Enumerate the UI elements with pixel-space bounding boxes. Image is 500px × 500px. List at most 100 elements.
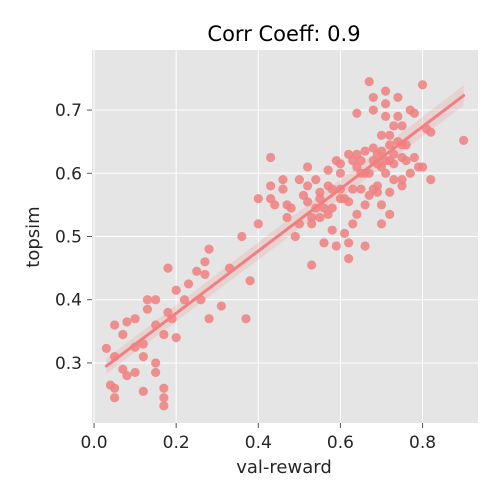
data-point <box>335 168 346 178</box>
data-point <box>183 279 194 289</box>
data-point <box>323 165 333 175</box>
data-point <box>352 108 362 118</box>
data-point <box>101 343 111 353</box>
data-point <box>368 105 378 115</box>
data-point <box>360 241 370 251</box>
data-point <box>130 367 140 378</box>
x-tick-label: 0.4 <box>245 433 272 453</box>
data-point <box>368 92 378 103</box>
data-point <box>294 175 304 185</box>
data-point <box>409 152 419 163</box>
data-point <box>327 203 337 213</box>
y-axis-label: topsim <box>23 206 44 267</box>
data-point <box>393 111 403 121</box>
data-point <box>426 127 436 137</box>
x-tick-label: 0.2 <box>163 433 190 453</box>
data-point <box>426 175 436 185</box>
data-point <box>376 200 387 210</box>
data-point <box>307 212 317 223</box>
data-point <box>270 200 280 210</box>
x-axis-ticks: 0.0 0.2 0.4 0.6 0.8 <box>81 423 436 453</box>
data-point <box>302 162 313 172</box>
data-point <box>376 146 387 156</box>
data-point <box>278 184 288 194</box>
data-point <box>118 329 128 340</box>
data-point <box>151 295 161 305</box>
data-point <box>179 295 189 305</box>
x-tick-label: 0.6 <box>327 433 354 453</box>
data-point <box>307 219 317 229</box>
data-point <box>200 257 210 267</box>
data-point <box>335 159 346 169</box>
data-point <box>409 108 419 118</box>
data-point <box>204 314 214 324</box>
data-point <box>138 352 148 362</box>
x-axis-label: val-reward <box>236 457 332 478</box>
data-point <box>159 329 169 340</box>
data-point <box>327 225 337 235</box>
data-point <box>401 156 411 166</box>
data-point <box>286 203 296 213</box>
data-point <box>200 269 210 280</box>
data-point <box>364 77 374 87</box>
data-point <box>282 212 292 223</box>
data-point <box>159 383 169 393</box>
data-point <box>339 228 350 238</box>
data-point <box>397 121 407 131</box>
data-point <box>122 317 132 327</box>
data-point <box>130 314 140 324</box>
data-point <box>389 121 399 131</box>
data-point <box>381 111 391 121</box>
data-point <box>352 149 362 159</box>
data-point <box>389 159 399 169</box>
data-point <box>319 238 329 248</box>
data-point <box>266 181 276 191</box>
data-point <box>360 146 370 156</box>
data-point <box>171 333 181 343</box>
data-point <box>192 266 202 276</box>
data-point <box>151 358 161 368</box>
data-point <box>331 241 341 251</box>
data-point <box>344 254 354 264</box>
regression-line-group <box>104 94 466 368</box>
data-point <box>266 152 276 163</box>
data-point <box>204 244 214 254</box>
data-point <box>109 383 120 393</box>
data-point <box>348 184 358 194</box>
data-point <box>417 80 428 90</box>
data-point <box>381 168 391 178</box>
data-point <box>381 99 391 109</box>
y-axis-ticks: 0.3 0.4 0.5 0.6 0.7 <box>55 101 92 374</box>
data-point <box>241 314 251 324</box>
data-point <box>109 393 120 403</box>
y-tick-label: 0.7 <box>55 101 82 121</box>
data-point <box>253 193 263 204</box>
data-point <box>142 295 153 305</box>
data-point <box>253 219 263 229</box>
x-tick-label: 0.0 <box>81 433 108 453</box>
data-point <box>348 219 358 229</box>
data-point <box>356 184 366 194</box>
regression-line <box>104 94 466 368</box>
data-point <box>109 320 120 330</box>
data-point <box>138 386 148 396</box>
data-point <box>381 86 391 96</box>
data-point <box>216 301 226 311</box>
data-point <box>122 370 132 381</box>
y-tick-label: 0.3 <box>55 354 82 374</box>
data-point <box>159 393 169 403</box>
data-point <box>405 168 415 178</box>
data-point <box>397 181 407 191</box>
data-point <box>376 219 387 229</box>
data-point <box>327 184 337 194</box>
data-point <box>385 130 395 140</box>
y-tick-label: 0.4 <box>55 291 82 311</box>
data-point <box>364 168 374 178</box>
data-point <box>245 276 255 286</box>
data-point <box>142 304 153 314</box>
data-point <box>307 260 317 270</box>
data-point <box>360 200 370 210</box>
data-point <box>385 187 395 197</box>
